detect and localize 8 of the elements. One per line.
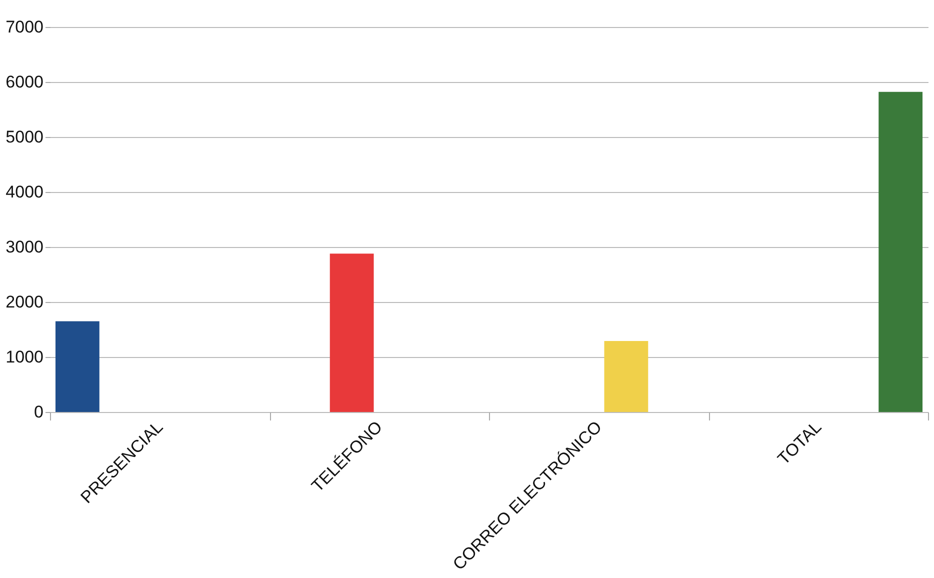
y-tick-label: 1000 — [6, 348, 44, 366]
y-tick-label: 0 — [34, 402, 44, 422]
y-tick-label: 5000 — [6, 128, 44, 146]
y-tick-label: 7000 — [6, 18, 44, 36]
y-tick-label: 4000 — [6, 182, 44, 202]
y-tick-label: 6000 — [6, 72, 44, 92]
y-tick-label: 3000 — [6, 238, 44, 256]
y-tick-label: 2000 — [6, 292, 44, 312]
